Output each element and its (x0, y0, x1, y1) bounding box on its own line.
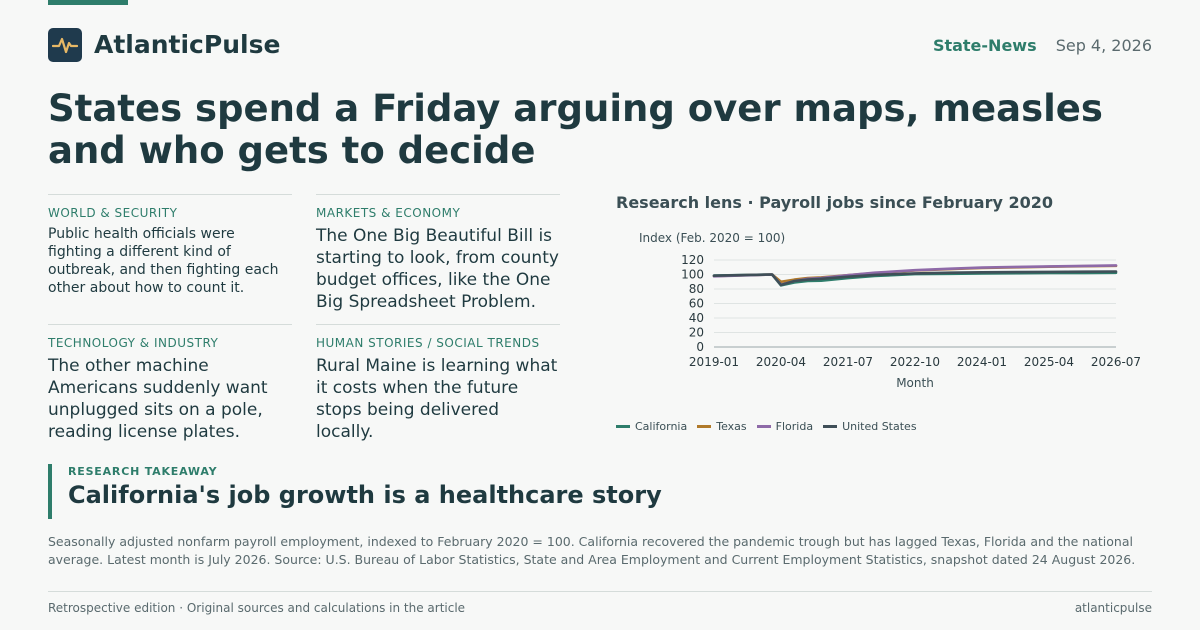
legend-swatch (697, 424, 712, 428)
x-tick-label: 2019-01 (689, 355, 739, 369)
takeaway-kicker: RESEARCH TAKEAWAY (68, 465, 218, 478)
legend-item-florida: Florida (756, 420, 814, 433)
legend-swatch (823, 424, 838, 428)
x-tick-label: 2024-01 (957, 355, 1007, 369)
x-tick-label: 2022-10 (890, 355, 940, 369)
research-takeaway: RESEARCH TAKEAWAY California's job growt… (48, 464, 1152, 519)
footer-site[interactable]: atlanticpulse (1074, 601, 1152, 615)
y-tick-label: 80 (689, 282, 704, 296)
y-tick-label: 120 (681, 253, 704, 267)
footer-note: Retrospective edition · Original sources… (48, 601, 466, 615)
x-tick-label: 2026-07 (1091, 355, 1141, 369)
brand-name[interactable]: AtlanticPulse (94, 30, 281, 59)
header-meta: State-News Sep 4, 2026 (933, 36, 1152, 55)
pulse-icon (52, 37, 78, 54)
story-text[interactable]: Rural Maine is learning what it costs wh… (316, 356, 558, 442)
story-text[interactable]: The One Big Beautiful Bill is starting t… (316, 226, 559, 312)
series-line-united-states (712, 270, 1118, 287)
y-tick-label: 60 (689, 297, 704, 311)
takeaway-title[interactable]: California's job growth is a healthcare … (68, 481, 662, 509)
page-headline: States spend a Friday arguing over maps,… (48, 87, 1103, 172)
legend-item-california: California (616, 420, 687, 433)
top-accent-bar (48, 0, 128, 5)
chart-legend: California Texas Florida United States (616, 420, 927, 433)
x-tick-label: 2021-07 (823, 355, 873, 369)
site-header: AtlanticPulse State-News Sep 4, 2026 (48, 28, 1152, 64)
legend-label: California (635, 420, 688, 433)
legend-item-united-states: United States (823, 420, 917, 433)
logo[interactable] (48, 28, 82, 62)
chart-caption: Seasonally adjusted nonfarm payroll empl… (48, 534, 1136, 567)
section-link[interactable]: State-News (932, 36, 1037, 55)
chart-title: Research lens · Payroll jobs since Febru… (616, 193, 1054, 212)
legend-item-texas: Texas (697, 420, 747, 433)
story-text[interactable]: The other machine Americans suddenly wan… (48, 356, 268, 442)
legend-label: Florida (775, 420, 814, 433)
y-axis-label: Index (Feb. 2020 = 100) (639, 231, 785, 245)
story-category: WORLD & SECURITY (48, 206, 178, 220)
story-markets-economy[interactable]: MARKETS & ECONOMY The One Big Beautiful … (316, 194, 560, 313)
legend-label: United States (842, 420, 917, 433)
legend-swatch (756, 424, 771, 428)
story-human-stories[interactable]: HUMAN STORIES / SOCIAL TRENDS Rural Main… (316, 324, 560, 443)
x-tick-label: 2025-04 (1024, 355, 1074, 369)
story-text[interactable]: Public health officials were fighting a … (48, 226, 279, 296)
y-tick-label: 20 (689, 326, 704, 340)
y-tick-label: 40 (689, 311, 704, 325)
legend-swatch (616, 424, 630, 428)
x-tick-label: 2020-04 (756, 355, 806, 369)
x-axis-label: Month (896, 376, 934, 390)
y-tick-label: 0 (696, 340, 704, 354)
story-category: TECHNOLOGY & INDUSTRY (48, 336, 219, 350)
story-category: HUMAN STORIES / SOCIAL TRENDS (316, 336, 540, 350)
story-technology-industry[interactable]: TECHNOLOGY & INDUSTRY The other machine … (48, 324, 292, 443)
legend-label: Texas (716, 420, 747, 433)
story-world-security[interactable]: WORLD & SECURITY Public health officials… (48, 194, 292, 297)
story-category: MARKETS & ECONOMY (316, 206, 461, 220)
y-tick-label: 100 (681, 268, 704, 282)
footer: Retrospective edition · Original sources… (48, 591, 1152, 615)
publish-date: Sep 4, 2026 (1055, 36, 1152, 55)
